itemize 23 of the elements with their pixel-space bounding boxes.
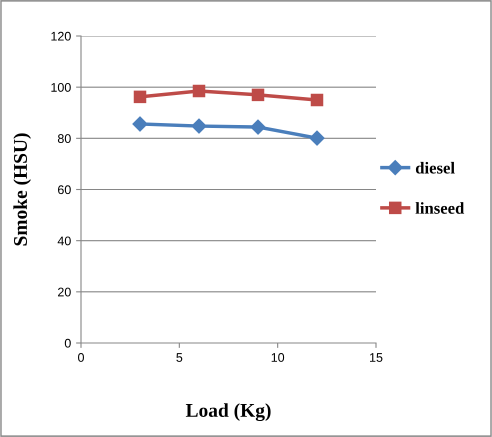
point [134, 90, 146, 104]
legend-label: diesel [416, 162, 455, 174]
y-tick-label: 20 [58, 288, 71, 296]
point [192, 84, 206, 98]
legend-label: linseed [416, 202, 464, 214]
y-tick-label: 0 [64, 338, 71, 348]
x-tick-label: 15 [370, 353, 382, 362]
x-axis-title: Load (Kg) [186, 403, 271, 422]
point [252, 88, 264, 102]
point [309, 130, 325, 146]
y-tick-label: 100 [51, 82, 71, 92]
y-tick-label: 40 [58, 236, 71, 246]
y-tick-label: 120 [51, 32, 71, 41]
point [310, 94, 324, 106]
y-tick-label: 60 [58, 185, 71, 194]
x-tick-label: 10 [272, 353, 284, 362]
point [250, 120, 266, 135]
y-tick-label: 80 [58, 134, 71, 143]
point [132, 116, 148, 132]
point [191, 118, 207, 134]
x-tick-label: 0 [78, 353, 84, 362]
x-tick-label: 5 [176, 353, 182, 362]
y-axis-title: Smoke (HSU) [13, 133, 31, 246]
